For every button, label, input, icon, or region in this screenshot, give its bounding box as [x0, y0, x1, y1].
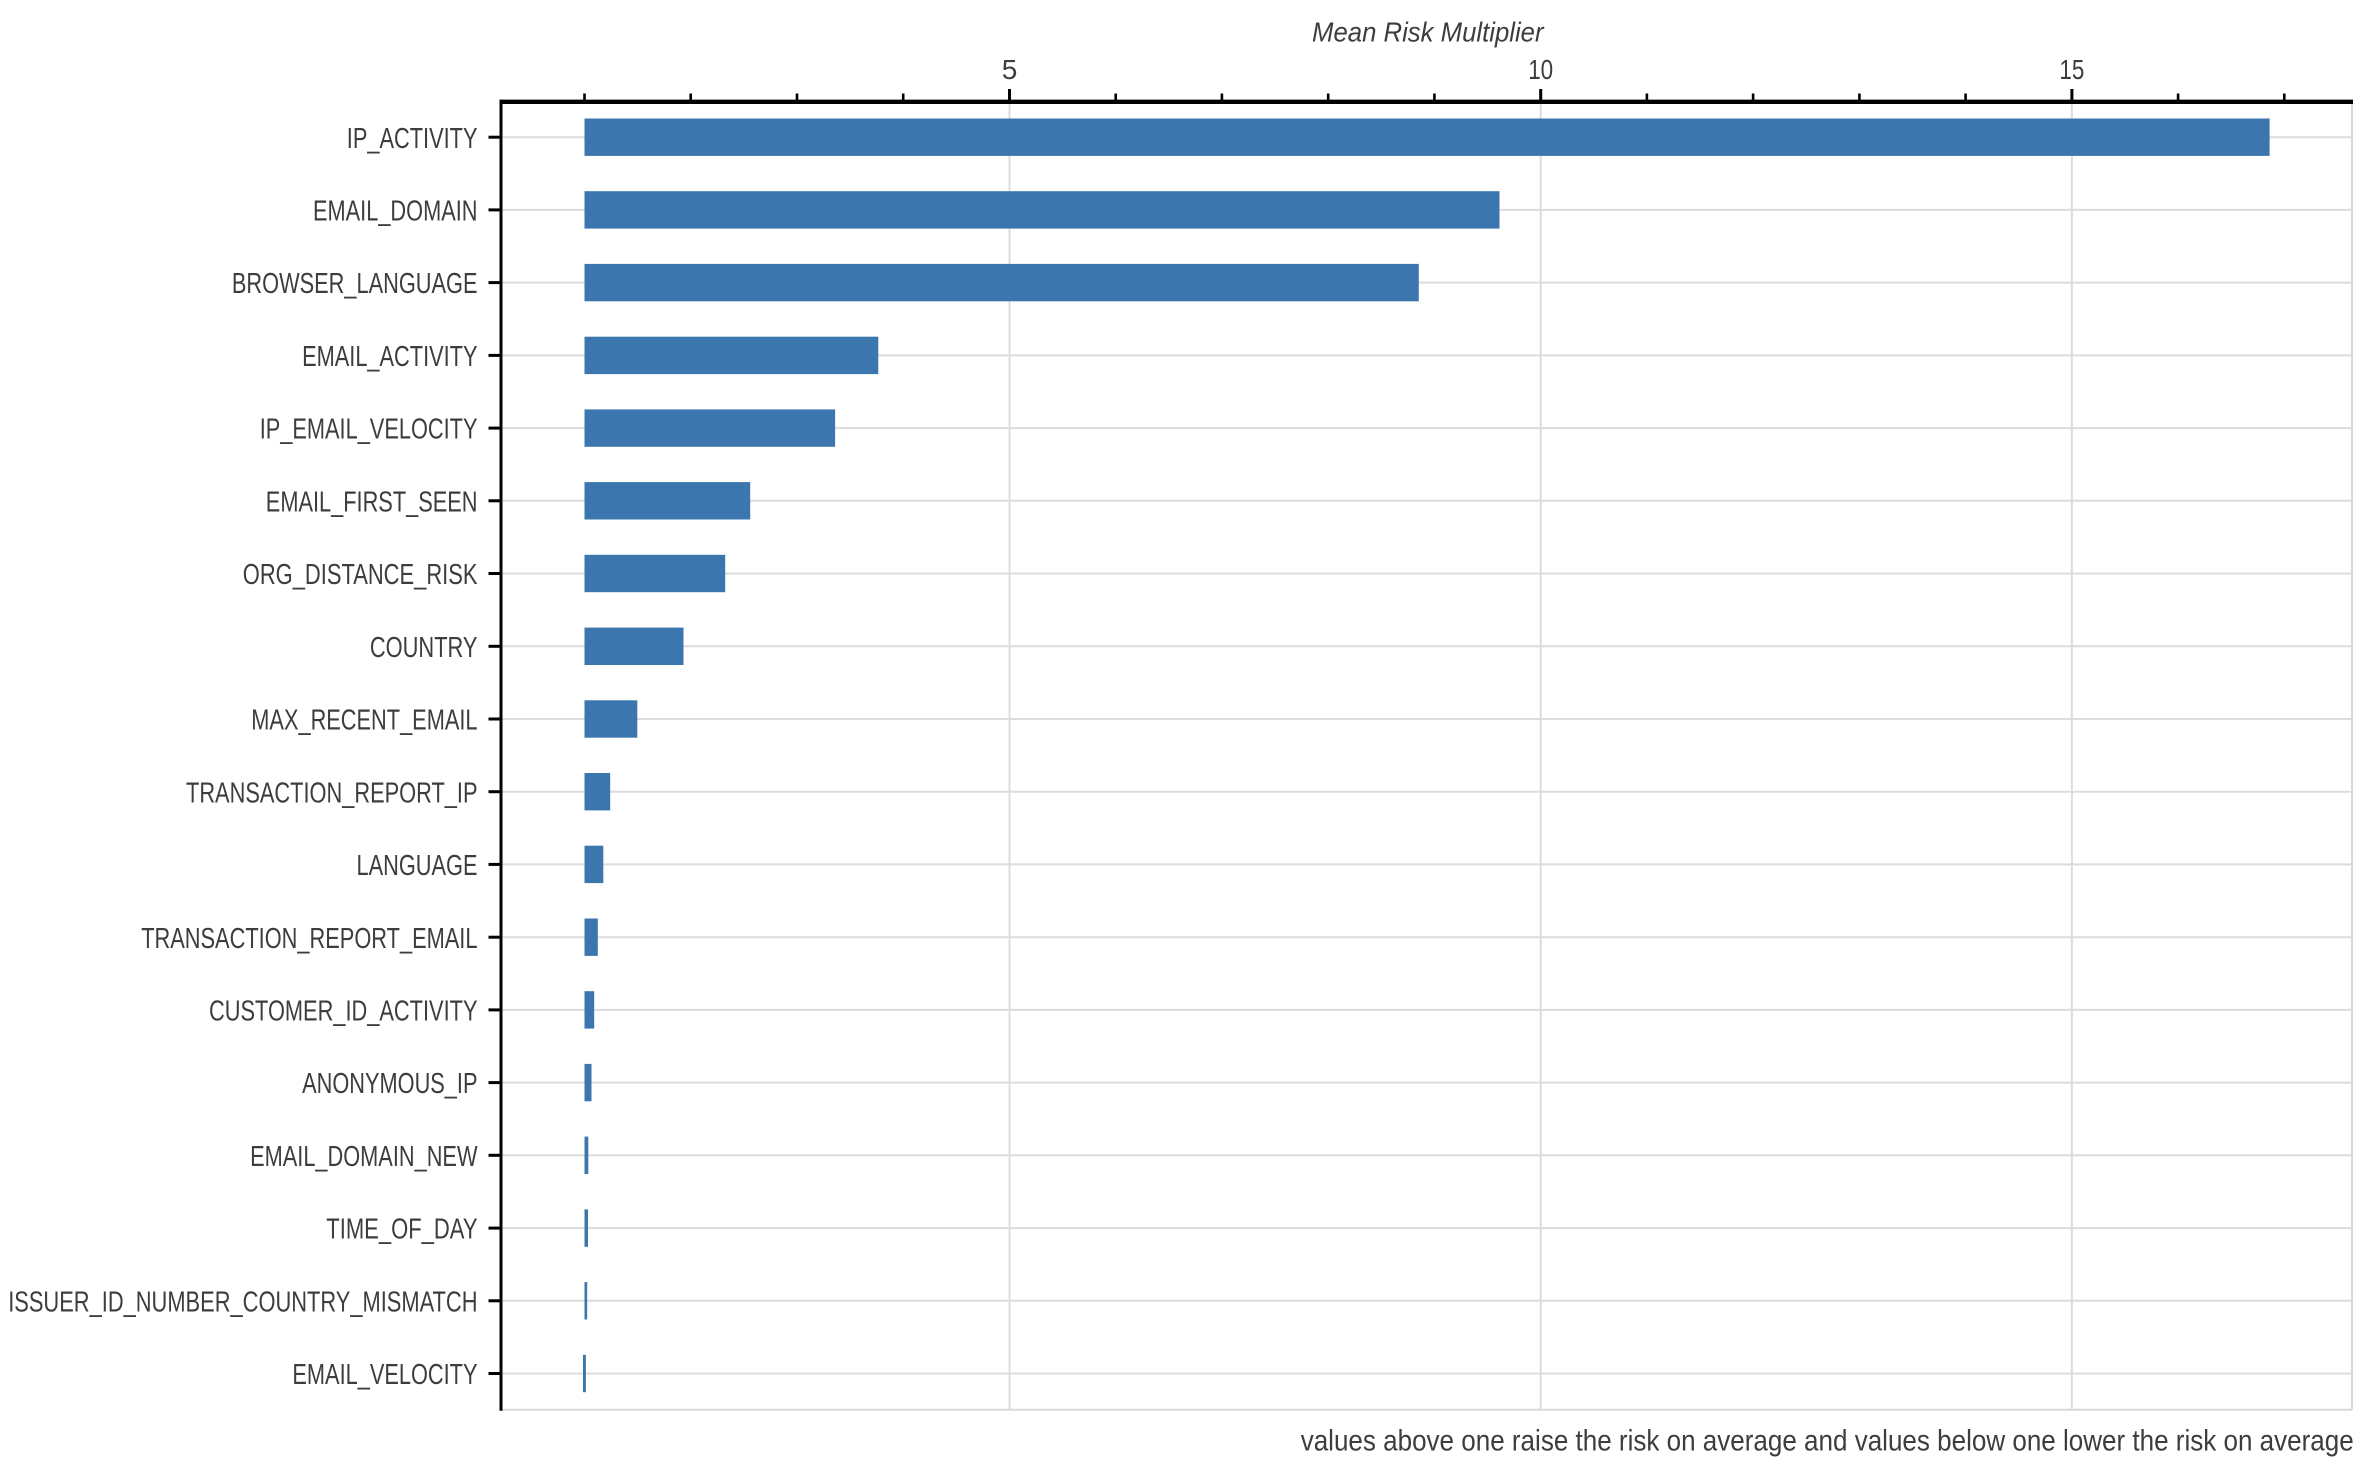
svg-text:ORG_DISTANCE_RISK: ORG_DISTANCE_RISK [243, 559, 478, 591]
svg-text:EMAIL_VELOCITY: EMAIL_VELOCITY [292, 1359, 477, 1391]
svg-text:EMAIL_DOMAIN: EMAIL_DOMAIN [313, 196, 478, 228]
svg-text:TIME_OF_DAY: TIME_OF_DAY [326, 1214, 477, 1246]
svg-text:IP_EMAIL_VELOCITY: IP_EMAIL_VELOCITY [260, 414, 478, 446]
svg-text:ISSUER_ID_NUMBER_COUNTRY_MISMA: ISSUER_ID_NUMBER_COUNTRY_MISMATCH [8, 1286, 477, 1318]
svg-text:COUNTRY: COUNTRY [370, 632, 478, 664]
svg-text:TRANSACTION_REPORT_EMAIL: TRANSACTION_REPORT_EMAIL [141, 923, 477, 955]
svg-text:15: 15 [2059, 54, 2084, 85]
svg-text:values above one raise the ris: values above one raise the risk on avera… [1301, 1425, 2354, 1458]
svg-text:EMAIL_ACTIVITY: EMAIL_ACTIVITY [302, 341, 477, 373]
svg-text:ANONYMOUS_IP: ANONYMOUS_IP [302, 1068, 477, 1100]
svg-text:Mean Risk Multiplier: Mean Risk Multiplier [1312, 17, 1545, 48]
svg-text:MAX_RECENT_EMAIL: MAX_RECENT_EMAIL [251, 705, 477, 737]
svg-text:LANGUAGE: LANGUAGE [357, 850, 478, 882]
svg-text:BROWSER_LANGUAGE: BROWSER_LANGUAGE [232, 268, 478, 300]
svg-text:10: 10 [1528, 54, 1553, 85]
svg-text:IP_ACTIVITY: IP_ACTIVITY [347, 123, 478, 155]
svg-text:TRANSACTION_REPORT_IP: TRANSACTION_REPORT_IP [186, 777, 478, 809]
svg-text:EMAIL_FIRST_SEEN: EMAIL_FIRST_SEEN [266, 486, 478, 518]
svg-text:EMAIL_DOMAIN_NEW: EMAIL_DOMAIN_NEW [250, 1141, 478, 1173]
svg-text:CUSTOMER_ID_ACTIVITY: CUSTOMER_ID_ACTIVITY [209, 996, 478, 1028]
svg-text:5: 5 [1002, 54, 1018, 85]
